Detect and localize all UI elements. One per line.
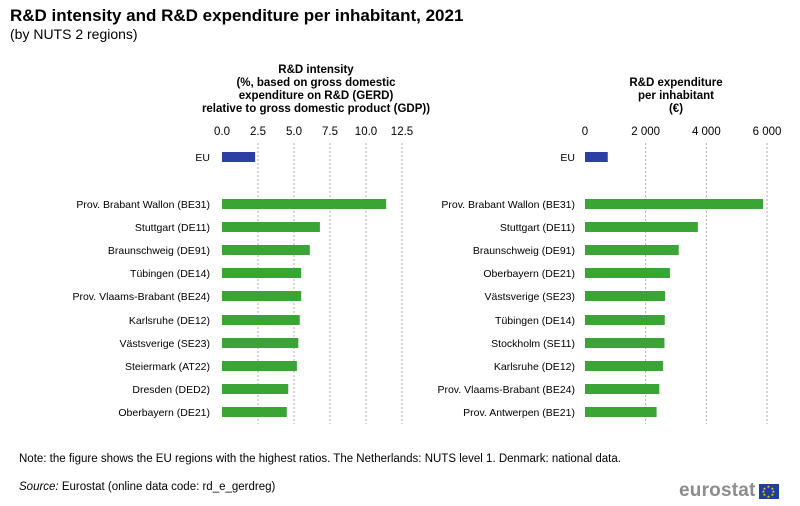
panel-0-bar-10 [222, 407, 287, 417]
panel-0-tick-label-1: 2.5 [250, 126, 266, 138]
panel-1-category-label-9: Prov. Vlaams-Brabant (BE24) [437, 384, 575, 396]
panel-1-bar-7 [585, 338, 665, 348]
panel-1-bar-3 [585, 245, 679, 255]
panel-0-category-label-6: Karlsruhe (DE12) [129, 315, 210, 327]
chart-title: R&D intensity and R&D expenditure per in… [10, 6, 464, 25]
source-text: Eurostat (online data code: rd_e_gerdreg… [58, 481, 276, 493]
panel-1-title-line-0: R&D expenditure [629, 77, 722, 89]
panel-0-category-label-4: Tübingen (DE14) [130, 268, 210, 280]
panel-0-title-line-3: relative to gross domestic product (GDP)… [202, 103, 430, 115]
panel-1-bar-5 [585, 291, 666, 301]
panel-1-category-label-3: Braunschweig (DE91) [473, 245, 575, 257]
panel-0-category-label-1: Prov. Brabant Wallon (BE31) [76, 199, 210, 211]
panel-0-title-line-2: expenditure on R&D (GERD) [239, 90, 394, 102]
panel-1-category-label-4: Oberbayern (DE21) [483, 268, 575, 280]
panel-0-bar-9 [222, 384, 289, 394]
panel-0-bar-8 [222, 361, 297, 371]
footnote: Note: the figure shows the EU regions wi… [19, 453, 621, 465]
panel-0-category-label-7: Västsverige (SE23) [120, 338, 210, 350]
panel-1-category-label-2: Stuttgart (DE11) [500, 222, 575, 234]
panel-0-tick-label-2: 5.0 [286, 126, 302, 138]
panel-1-category-label-6: Tübingen (DE14) [495, 315, 575, 327]
logo-text: eurostat [679, 480, 756, 501]
panel-0-category-label-3: Braunschweig (DE91) [108, 245, 210, 257]
source-line: Source: Eurostat (online data code: rd_e… [19, 481, 275, 493]
eu-flag-icon: ★ ★ ★ ★ ★ ★ ★ ★ [758, 483, 779, 499]
panel-0-category-label-8: Steiermark (AT22) [125, 361, 210, 373]
panel-0-tick-label-4: 10.0 [355, 126, 377, 138]
panel-0-bar-5 [222, 291, 302, 301]
panel-0-bar-4 [222, 268, 302, 278]
panel-1-bar-10 [585, 407, 657, 417]
panel-1-bar-4 [585, 268, 670, 278]
panel-1-title-line-2: (€) [669, 103, 683, 115]
panel-1-bar-0 [585, 152, 608, 162]
panel-1-category-label-5: Västsverige (SE23) [485, 291, 575, 303]
panel-0-tick-label-5: 12.5 [391, 126, 413, 138]
panel-0-bar-6 [222, 315, 300, 325]
panel-1-tick-label-1: 2 000 [631, 126, 660, 138]
panel-0-category-label-5: Prov. Vlaams-Brabant (BE24) [72, 291, 210, 303]
panel-0-tick-label-0: 0.0 [214, 126, 230, 138]
panel-1-category-label-1: Prov. Brabant Wallon (BE31) [441, 199, 575, 211]
panel-1-category-label-8: Karlsruhe (DE12) [494, 361, 575, 373]
panel-1-title-line-1: per inhabitant [638, 90, 714, 102]
panel-1-category-label-0: EU [560, 152, 575, 164]
panel-0-tick-label-3: 7.5 [322, 126, 338, 138]
panel-0-bar-0 [222, 152, 256, 162]
panel-0-bar-1 [222, 199, 387, 209]
chart-subtitle: (by NUTS 2 regions) [10, 26, 138, 42]
panel-1-bar-1 [585, 199, 764, 209]
panel-0-category-label-0: EU [195, 152, 210, 164]
panel-0-category-label-10: Oberbayern (DE21) [118, 407, 210, 419]
panel-0-title-line-1: (%, based on gross domestic [236, 77, 396, 89]
panel-0-bar-7 [222, 338, 299, 348]
charts-canvas: R&D intensity(%, based on gross domestic… [72, 64, 782, 424]
panel-1-tick-label-0: 0 [582, 126, 588, 138]
panel-1-bar-8 [585, 361, 663, 371]
panel-0-category-label-2: Stuttgart (DE11) [135, 222, 210, 234]
source-label: Source: [19, 481, 59, 493]
panel-0-category-label-9: Dresden (DED2) [132, 384, 210, 396]
panel-1-bar-9 [585, 384, 660, 394]
panel-1-bar-2 [585, 222, 698, 232]
panel-1-tick-label-3: 6 000 [753, 126, 782, 138]
panel-0-bar-3 [222, 245, 310, 255]
panel-1-tick-label-2: 4 000 [692, 126, 721, 138]
panel-1-bar-6 [585, 315, 665, 325]
panel-0-title-line-0: R&D intensity [278, 64, 354, 76]
panel-1-category-label-10: Prov. Antwerpen (BE21) [463, 407, 575, 419]
panel-0-bar-2 [222, 222, 320, 232]
panel-1-category-label-7: Stockholm (SE11) [491, 338, 575, 350]
eurostat-logo: eurostat ★ ★ ★ ★ ★ ★ ★ ★ [679, 480, 779, 502]
